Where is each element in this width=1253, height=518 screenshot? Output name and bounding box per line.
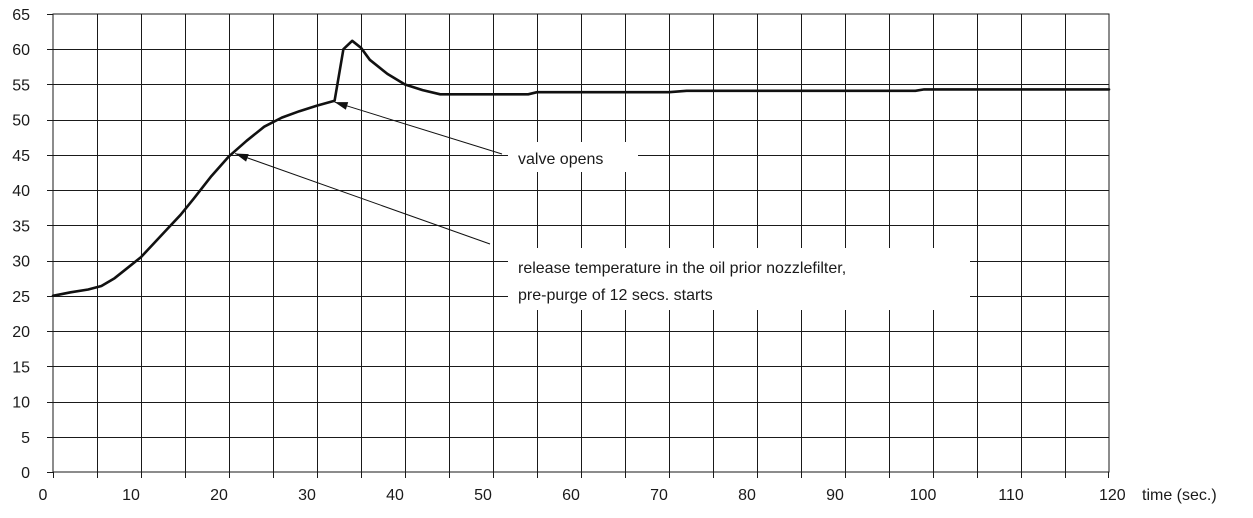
valve-opens-label-bg: [508, 142, 638, 172]
y-tick-label: 45: [12, 148, 30, 165]
grid: [47, 14, 1109, 478]
x-tick-label: 80: [738, 487, 756, 504]
y-tick-label: 65: [12, 7, 30, 24]
x-tick-label: 10: [122, 487, 140, 504]
y-tick-label: 5: [21, 430, 30, 447]
x-tick-label: 110: [998, 487, 1024, 504]
y-tick-label: 55: [12, 77, 30, 94]
arrow-head: [334, 102, 349, 110]
y-tick-label: 0: [21, 465, 30, 482]
x-tick-label: 40: [386, 487, 404, 504]
release-temperature-label-line2: pre-purge of 12 secs. starts: [518, 287, 713, 304]
arrow-line: [334, 101, 503, 155]
y-tick-label: 40: [12, 183, 30, 200]
y-tick-label: 20: [12, 324, 30, 341]
release-temperature-label-line1: release temperature in the oil prior noz…: [518, 260, 846, 277]
x-tick-label: 70: [650, 487, 668, 504]
x-tick-label: 0: [39, 487, 48, 504]
x-tick-label: 90: [826, 487, 844, 504]
release-label-bg: [508, 248, 970, 310]
valve-opens-label: valve opens: [518, 151, 603, 168]
temperature-curve: [51, 39, 1111, 298]
x-tick-label: 30: [298, 487, 316, 504]
y-tick-label: 50: [12, 113, 30, 130]
x-tick-label: 60: [562, 487, 580, 504]
x-tick-label: 120: [1099, 487, 1126, 504]
release-temperature-arrow: [234, 153, 491, 245]
arrow-line: [234, 153, 491, 245]
x-axis-label: time (sec.): [1142, 487, 1217, 504]
x-tick-label: 20: [210, 487, 228, 504]
y-tick-label: 35: [12, 218, 30, 235]
valve-opens-arrow: [334, 101, 503, 155]
y-tick-label: 15: [12, 359, 30, 376]
y-tick-label: 25: [12, 289, 30, 306]
x-axis-ticks: 0 10 20 30 40 50 60 70 80 90 100 110 120: [39, 487, 1126, 504]
x-tick-label: 50: [474, 487, 492, 504]
x-tick-label: 100: [910, 487, 937, 504]
y-tick-label: 30: [12, 254, 30, 271]
y-tick-label: 60: [12, 42, 30, 59]
y-axis-ticks: 0 5 10 15 20 25 30 35 40 45 50 55 60 65: [12, 7, 30, 482]
annotations: valve opens release temperature in the o…: [234, 101, 970, 310]
y-tick-label: 10: [12, 395, 30, 412]
arrow-head: [235, 153, 249, 162]
